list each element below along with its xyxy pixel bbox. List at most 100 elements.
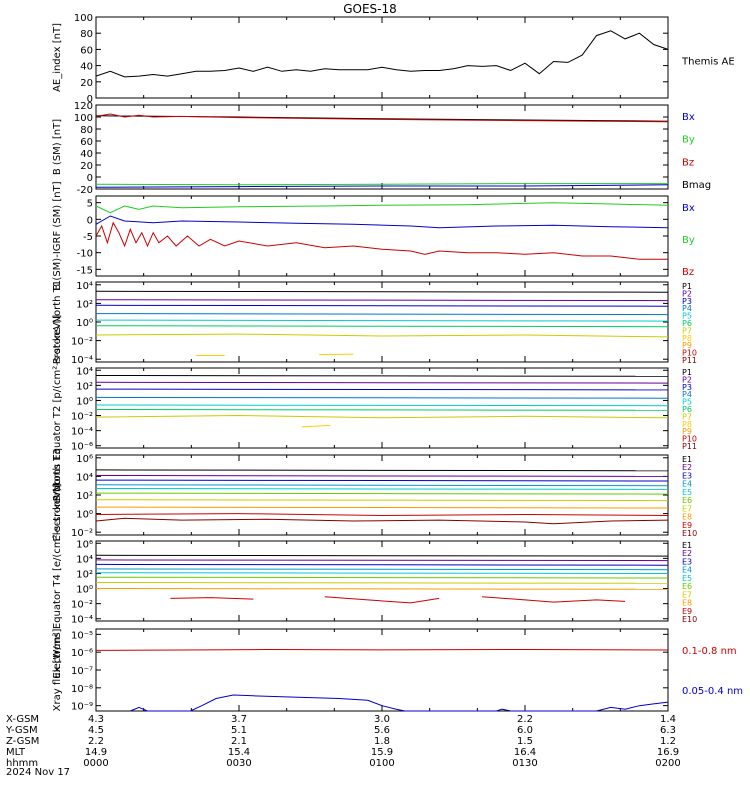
panel-frame-enorth — [95, 454, 669, 536]
legend-pnorth-p3: P3 — [682, 297, 692, 306]
orbit-cell: 0130 — [512, 758, 537, 769]
series-enorth-e4 — [95, 484, 669, 487]
series-pnorth-p5 — [95, 319, 669, 322]
legend-pequator-p3: P3 — [682, 383, 692, 392]
ytick-label-eequator: 10⁻² — [71, 600, 93, 611]
panel-frame-pequator — [95, 367, 669, 449]
orbit-cell: 4.5 — [88, 725, 104, 736]
legend-bsm-bmag: Bmag — [682, 180, 711, 191]
ytick-label-xray: 10⁻⁸ — [71, 684, 93, 695]
series-enorth-e8 — [95, 506, 669, 509]
legend-enorth-e3: E3 — [682, 471, 692, 480]
ytick-label-ae: 100 — [74, 13, 93, 24]
ytick-label-enorth: 10⁻² — [71, 528, 93, 539]
series-bsm-bz — [95, 113, 669, 123]
ylabel-enorth: Electrons North T3 — [52, 448, 63, 541]
legend-enorth-e4: E4 — [682, 480, 692, 489]
orbit-row-label: hhmm — [6, 758, 38, 769]
series-pequator-p4 — [95, 396, 669, 399]
legend-enorth-e6: E6 — [682, 496, 692, 505]
ytick-label-bdiff: -10 — [77, 249, 93, 260]
legend-pequator-p1: P1 — [682, 368, 692, 377]
series-eequator-e8 — [95, 588, 669, 590]
ytick-label-ae: 60 — [80, 45, 93, 56]
legend-xray-0-05-0-4-nm: 0.05-0.4 nm — [682, 686, 743, 697]
series-bsm-by — [95, 183, 668, 186]
ytick-label-bsm: 60 — [80, 137, 93, 148]
ytick-label-enorth: 10⁰ — [76, 510, 93, 521]
date-label: 2024 Nov 17 — [6, 767, 70, 778]
ylabel-xray: Xray flux [W/m²] — [52, 629, 63, 712]
orbit-row-label: X-GSM — [6, 714, 39, 725]
ytick-label-bsm: -20 — [77, 185, 93, 196]
panel-frame-eequator — [95, 540, 669, 622]
orbit-cell: 2.2 — [88, 736, 104, 747]
legend-pequator-p4: P4 — [682, 390, 692, 399]
ytick-label-xray: 10⁻⁵ — [71, 630, 93, 641]
orbit-cell: 1.8 — [374, 736, 390, 747]
legend-xray-0-1-0-8-nm: 0.1-0.8 nm — [682, 646, 737, 657]
ytick-label-ae: 80 — [80, 29, 93, 40]
ylabel-pequator: Protons Equator T2 [p/(cm²-s-sr-keV)] — [52, 315, 63, 502]
ytick-label-eequator: 10⁴ — [76, 554, 93, 565]
legend-enorth-e8: E8 — [682, 513, 692, 522]
orbit-cell: 5.1 — [231, 725, 247, 736]
legend-pequator-p7: P7 — [682, 412, 692, 421]
ytick-label-bdiff: -15 — [77, 265, 93, 276]
legend-pequator-p8: P8 — [682, 420, 692, 429]
panel-frame-xray — [95, 628, 669, 712]
legend-pequator-p6: P6 — [682, 405, 692, 414]
legend-bdiff-by: By — [682, 235, 695, 246]
orbit-cell: 6.3 — [660, 725, 676, 736]
orbit-cell: 15.4 — [228, 747, 250, 758]
orbit-cell: 1.4 — [660, 714, 676, 725]
orbit-cell: 16.4 — [514, 747, 536, 758]
series-enorth-e9 — [95, 513, 669, 517]
series-enorth-e6 — [95, 492, 669, 495]
orbit-cell: 5.6 — [374, 725, 390, 736]
ytick-label-bsm: 80 — [80, 125, 93, 136]
legend-eequator-e3: E3 — [682, 557, 692, 566]
ytick-label-pequator: 10⁻⁶ — [71, 442, 93, 453]
series-eequator-e6 — [95, 576, 669, 579]
series-enorth-e3 — [95, 479, 669, 482]
panel-frame-bsm — [95, 104, 669, 190]
ytick-label-pnorth: 10² — [76, 299, 93, 310]
figure-title: GOES-18 — [343, 2, 397, 16]
orbit-cell: 0100 — [369, 758, 394, 769]
series-pnorth-p7 — [95, 333, 669, 338]
panel-frame-ae — [95, 16, 669, 99]
ytick-label-enorth: 10² — [76, 491, 93, 502]
legend-pnorth-p6: P6 — [682, 319, 692, 328]
ylabel-eequator: Electrons Equator T4 [e/(cm²-s-sr-keV)] — [52, 483, 63, 678]
ytick-label-eequator: 10⁰ — [76, 585, 93, 596]
legend-pnorth-p10: P10 — [682, 349, 697, 358]
ytick-label-pnorth: 10⁻⁴ — [71, 355, 93, 366]
ytick-label-bdiff: 0 — [87, 215, 93, 226]
orbit-cell: 2.1 — [231, 736, 247, 747]
legend-pnorth-p9: P9 — [682, 341, 692, 350]
orbit-row-label: MLT — [6, 747, 26, 758]
legend-pnorth-p1: P1 — [682, 282, 692, 291]
ylabel-ae: AE_index [nT] — [52, 23, 63, 92]
legend-pnorth-p7: P7 — [682, 326, 692, 335]
ytick-label-ae: 0 — [87, 94, 93, 105]
ylabel-bsm: B (SM) [nT] — [52, 119, 63, 175]
legend-pnorth-p11: P11 — [682, 356, 697, 365]
orbit-cell: 6.0 — [517, 725, 533, 736]
legend-pequator-p5: P5 — [682, 398, 692, 407]
series-pequator-p1 — [95, 375, 669, 377]
legend-eequator-e8: E8 — [682, 599, 692, 608]
series-pnorth-p1 — [95, 290, 669, 293]
series-enorth-e1 — [95, 469, 669, 472]
orbit-row-label: Z-GSM — [6, 736, 39, 747]
legend-pnorth-p2: P2 — [682, 289, 692, 298]
series-xray-0-05-0-4-nm — [130, 694, 669, 712]
legend-eequator-e1: E1 — [682, 541, 692, 550]
legend-pnorth-p4: P4 — [682, 304, 692, 313]
ytick-label-pequator: 10⁻⁴ — [71, 427, 93, 438]
orbit-cell: 2.2 — [517, 714, 533, 725]
series-enorth-e2 — [95, 475, 669, 477]
ytick-label-pnorth: 10⁻² — [71, 337, 93, 348]
ytick-label-pequator: 10⁻² — [71, 412, 93, 423]
